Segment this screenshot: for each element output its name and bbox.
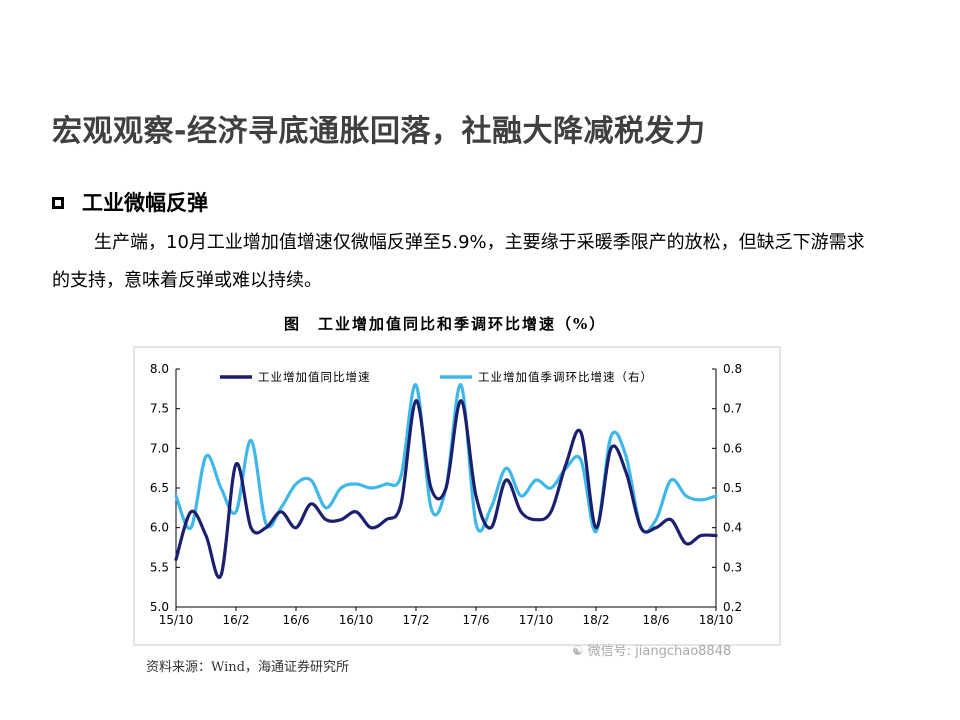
y-right-tick-label: 0.6 xyxy=(723,441,742,455)
watermark-text: 微信号: jiangchao8848 xyxy=(587,644,732,659)
chart-series xyxy=(174,383,718,580)
y-left-tick-label: 6.0 xyxy=(150,521,169,535)
x-tick-label: 17/2 xyxy=(403,613,430,627)
legend-label: 工业增加值同比增速 xyxy=(258,370,371,384)
square-bullet-icon xyxy=(52,197,64,209)
y-right-tick-label: 0.4 xyxy=(723,521,742,535)
legend-label: 工业增加值季调环比增速（右） xyxy=(478,370,653,384)
y-left-tick-label: 5.5 xyxy=(150,560,169,574)
x-tick-label: 16/10 xyxy=(339,613,374,627)
x-tick-label: 15/10 xyxy=(159,613,194,627)
y-left-tick-label: 8.0 xyxy=(150,362,169,376)
y-right-tick-label: 0.8 xyxy=(723,362,742,376)
series-line-yoy xyxy=(174,399,718,580)
section-heading: 工业微幅反弹 xyxy=(52,187,208,217)
chart-legend: 工业增加值同比增速 工业增加值季调环比增速（右） xyxy=(220,370,653,384)
x-tick-label: 16/2 xyxy=(223,613,250,627)
x-tick-label: 17/10 xyxy=(519,613,554,627)
slide-title: 宏观观察-经济寻底通胀回落，社融大降减税发力 xyxy=(52,114,706,149)
y-right-tick-label: 0.7 xyxy=(723,402,742,416)
x-tick-label: 18/6 xyxy=(643,613,670,627)
x-tick-label: 18/2 xyxy=(583,613,610,627)
chart-axes: 5.0 5.5 6.0 6.5 7.0 7.5 8.0 0.2 0.3 0.4 0.5 0.6 0.7 0… xyxy=(150,362,742,627)
y-left-tick-label: 7.0 xyxy=(150,441,169,455)
x-tick-label: 16/6 xyxy=(283,613,310,627)
watermark: ☯ 微信号: jiangchao8848 xyxy=(572,640,731,659)
y-left-tick-label: 5.0 xyxy=(150,600,169,614)
y-right-tick-label: 0.3 xyxy=(723,560,742,574)
y-right-tick-label: 0.2 xyxy=(723,600,742,614)
chart-frame xyxy=(133,346,781,646)
y-left-tick-label: 7.5 xyxy=(150,402,169,416)
body-text: 生产端，10月工业增加值增速仅微幅反弹至5.9%，主要缘于采暖季限产的放松，但缺… xyxy=(52,232,865,291)
source-note: 资料来源：Wind，海通证券研究所 xyxy=(146,660,349,675)
x-tick-label: 18/10 xyxy=(699,613,734,627)
y-right-tick-label: 0.5 xyxy=(723,481,742,495)
wechat-icon: ☯ xyxy=(572,644,584,659)
x-tick-label: 17/6 xyxy=(463,613,490,627)
section-title: 工业微幅反弹 xyxy=(82,191,208,215)
y-left-tick-label: 6.5 xyxy=(150,481,169,495)
figure-caption: 图 工业增加值同比和季调环比增速（%） xyxy=(284,315,607,333)
body-paragraph: 生产端，10月工业增加值增速仅微幅反弹至5.9%，主要缘于采暖季限产的放松，但缺… xyxy=(52,224,882,300)
